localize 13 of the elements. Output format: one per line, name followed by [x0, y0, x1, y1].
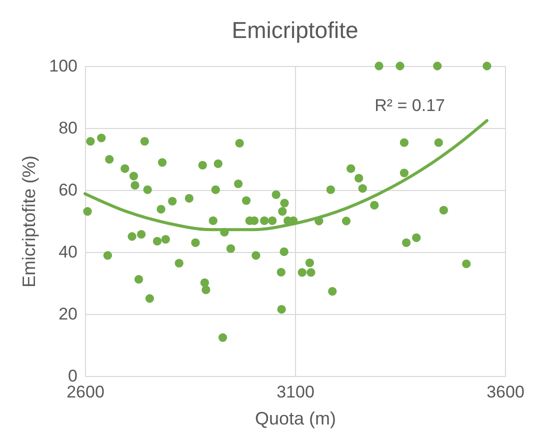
y-tick-label: 80 — [58, 118, 78, 138]
chart-title: Emicriptofite — [232, 17, 358, 43]
y-tick-label: 40 — [58, 242, 78, 262]
y-tick-label: 0 — [68, 366, 78, 386]
x-tick-label: 3100 — [276, 382, 314, 402]
x-axis-title: Quota (m) — [254, 408, 336, 428]
y-tick-label: 20 — [58, 304, 78, 324]
y-tick-label: 100 — [49, 56, 78, 76]
x-tick-label: 2600 — [66, 382, 104, 402]
y-axis-title: Emicriptofite (%) — [19, 155, 40, 288]
annotation: R² = 0.17 — [374, 96, 445, 115]
x-tick-label: 3600 — [486, 382, 524, 402]
y-tick-label: 60 — [58, 180, 78, 200]
